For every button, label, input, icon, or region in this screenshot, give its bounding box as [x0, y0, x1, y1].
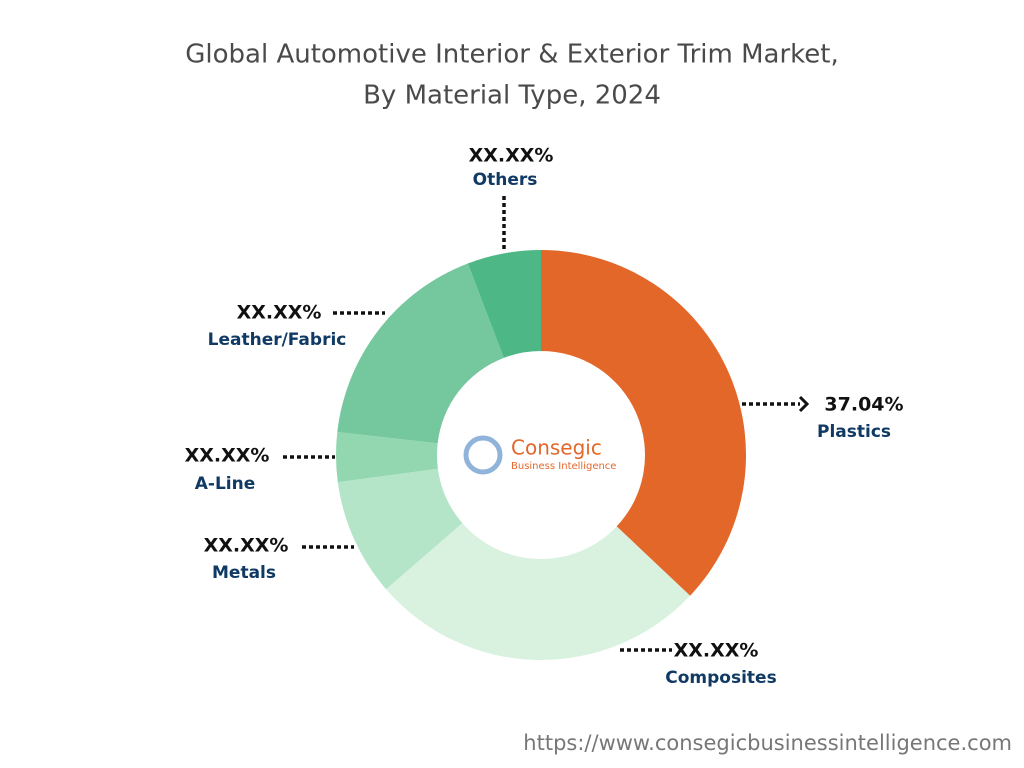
value-label: 37.04% [824, 394, 903, 416]
chart-title: Global Automotive Interior & Exterior Tr… [185, 40, 839, 70]
donut-slice [386, 523, 691, 661]
donut-slice [337, 468, 463, 590]
chart-subtitle: By Material Type, 2024 [363, 81, 661, 111]
value-label: XX.XX% [204, 535, 289, 557]
donut-slice [541, 250, 746, 596]
category-label: Others [473, 170, 538, 190]
logo-icon [463, 435, 503, 475]
value-label: XX.XX% [185, 445, 270, 467]
category-label: Metals [212, 563, 276, 583]
donut [336, 250, 746, 661]
logo: Consegic Business Intelligence [463, 435, 616, 475]
logo-name: Consegic [511, 436, 602, 460]
category-label: Leather/Fabric [208, 330, 347, 350]
donut-slice [467, 250, 541, 358]
donut-slice [336, 431, 438, 483]
value-label: XX.XX% [469, 145, 554, 167]
value-label: XX.XX% [237, 302, 322, 324]
category-label: A-Line [195, 474, 256, 494]
source-url: https://www.consegicbusinessintelligence… [523, 731, 1012, 755]
category-label: Plastics [817, 422, 891, 442]
leader-arrow [798, 395, 810, 413]
donut-slice [337, 263, 504, 444]
logo-tagline: Business Intelligence [511, 461, 616, 472]
value-label: XX.XX% [674, 640, 759, 662]
category-label: Composites [665, 668, 776, 688]
